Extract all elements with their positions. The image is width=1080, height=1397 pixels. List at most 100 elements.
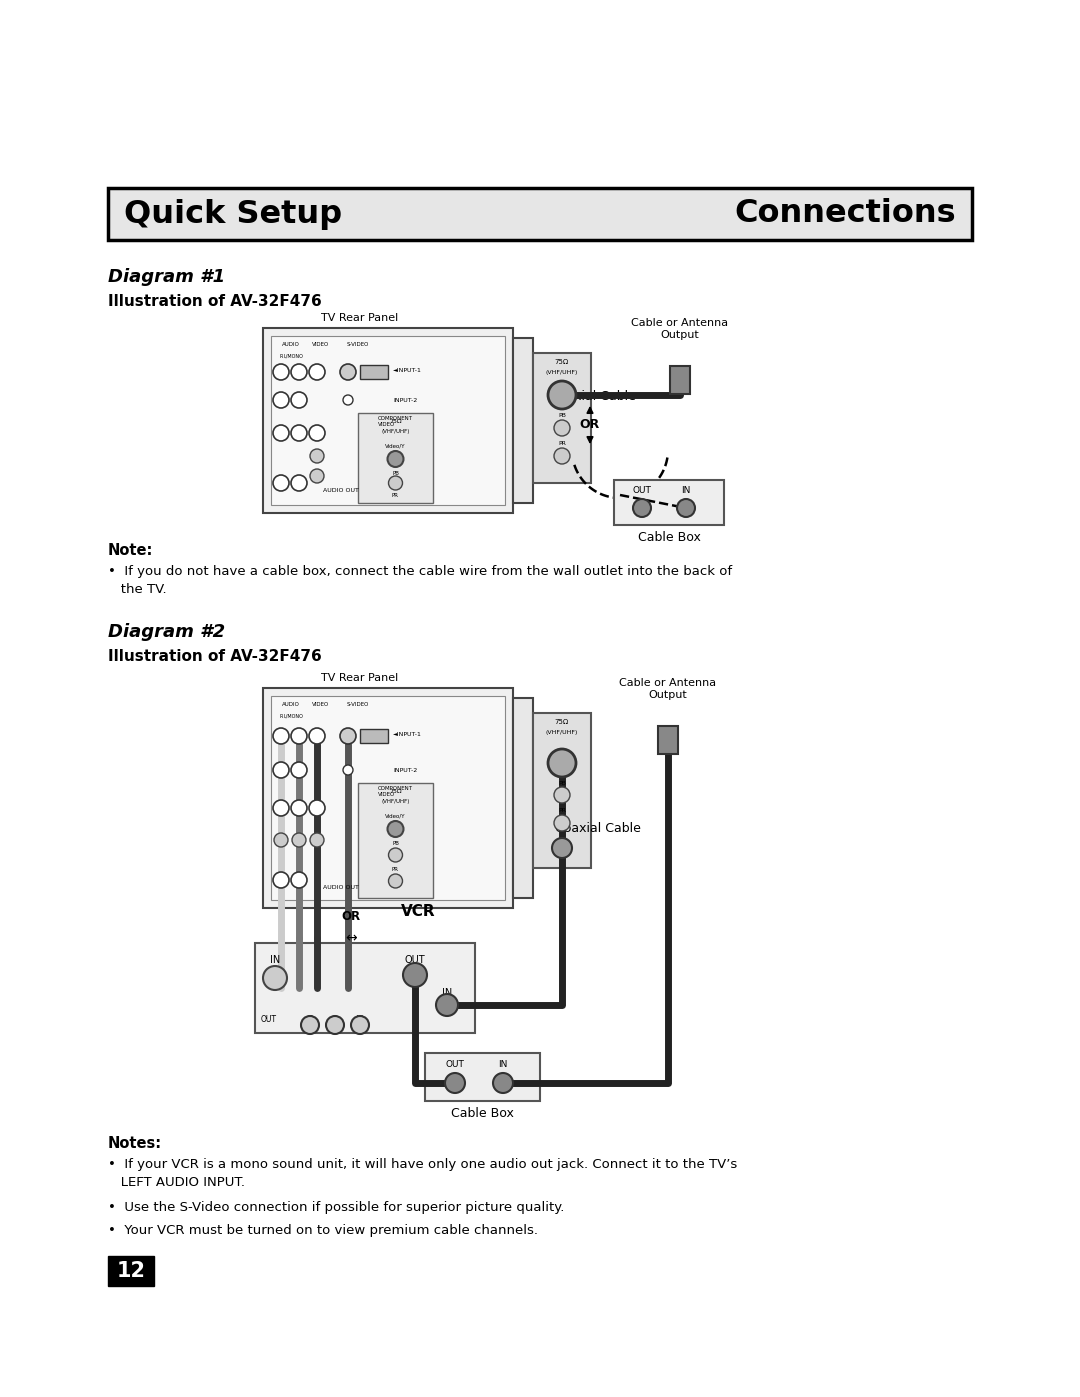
Text: OR: OR: [341, 909, 361, 923]
Circle shape: [291, 393, 307, 408]
Circle shape: [273, 728, 289, 745]
Circle shape: [291, 872, 307, 888]
Text: Illustration of AV-32F476: Illustration of AV-32F476: [108, 650, 322, 664]
Circle shape: [273, 393, 289, 408]
Text: Cable Box: Cable Box: [451, 1106, 514, 1120]
Circle shape: [388, 451, 404, 467]
Circle shape: [273, 872, 289, 888]
Circle shape: [677, 499, 696, 517]
Text: V: V: [357, 1016, 363, 1024]
Circle shape: [389, 476, 403, 490]
Circle shape: [548, 749, 576, 777]
Circle shape: [291, 728, 307, 745]
Text: IN: IN: [442, 988, 453, 997]
Circle shape: [291, 475, 307, 490]
Text: S-VIDEO: S-VIDEO: [347, 342, 369, 346]
Text: COMPONENT
VIDEO: COMPONENT VIDEO: [378, 787, 413, 796]
Circle shape: [309, 728, 325, 745]
Circle shape: [309, 425, 325, 441]
Bar: [658, 726, 678, 754]
Text: Connections: Connections: [734, 198, 956, 229]
Text: R: R: [307, 1016, 313, 1024]
Text: PB: PB: [558, 414, 566, 418]
Circle shape: [552, 838, 572, 858]
Text: OUT: OUT: [261, 1016, 276, 1024]
Text: R: R: [280, 714, 283, 719]
Text: 75Ω: 75Ω: [389, 419, 402, 425]
Circle shape: [340, 365, 356, 380]
Circle shape: [273, 365, 289, 380]
Text: (VHF/UHF): (VHF/UHF): [381, 429, 409, 434]
Bar: [534, 712, 591, 868]
Text: R: R: [280, 353, 283, 359]
Text: VCR: VCR: [401, 904, 435, 919]
Text: VIDEO: VIDEO: [312, 342, 329, 346]
Text: Cable or Antenna
Output: Cable or Antenna Output: [632, 319, 729, 341]
Circle shape: [436, 995, 458, 1016]
Circle shape: [274, 833, 288, 847]
Bar: [670, 366, 690, 394]
Bar: [360, 365, 388, 379]
Text: AUDIO: AUDIO: [282, 342, 300, 346]
Text: L/MONO: L/MONO: [283, 714, 302, 719]
Bar: [108, 189, 972, 240]
Text: S-VIDEO: S-VIDEO: [347, 703, 369, 707]
Circle shape: [343, 766, 353, 775]
Text: OUT: OUT: [405, 956, 426, 965]
Text: PB: PB: [558, 781, 566, 787]
Circle shape: [389, 848, 403, 862]
Text: PB: PB: [392, 471, 399, 476]
Circle shape: [264, 965, 287, 990]
Circle shape: [273, 800, 289, 816]
Text: ↔: ↔: [346, 930, 356, 944]
Circle shape: [492, 1073, 513, 1092]
Bar: [271, 337, 505, 504]
Circle shape: [633, 499, 651, 517]
Text: Coaxial Cable: Coaxial Cable: [555, 821, 640, 834]
Text: OUT: OUT: [633, 486, 651, 495]
Circle shape: [301, 1016, 319, 1034]
Text: L: L: [333, 1016, 337, 1024]
Text: the TV.: the TV.: [108, 583, 166, 597]
Circle shape: [554, 448, 570, 464]
Circle shape: [554, 420, 570, 436]
Circle shape: [554, 814, 570, 831]
Circle shape: [445, 1073, 465, 1092]
Text: VIDEO: VIDEO: [312, 703, 329, 707]
Text: Diagram #1: Diagram #1: [108, 268, 225, 286]
Text: •  Use the S-Video connection if possible for superior picture quality.: • Use the S-Video connection if possible…: [108, 1201, 565, 1214]
Text: PB: PB: [392, 841, 399, 847]
Text: PR: PR: [558, 441, 566, 446]
Circle shape: [343, 395, 353, 405]
Circle shape: [310, 833, 324, 847]
Bar: [357, 414, 433, 503]
Text: Illustration of AV-32F476: Illustration of AV-32F476: [108, 293, 322, 309]
Text: INPUT-2: INPUT-2: [393, 767, 417, 773]
Circle shape: [292, 833, 306, 847]
Text: COMPONENT
VIDEO: COMPONENT VIDEO: [378, 416, 413, 427]
Text: AUDIO OUT: AUDIO OUT: [323, 886, 359, 890]
Text: L/MONO: L/MONO: [283, 353, 302, 359]
Text: PR: PR: [558, 807, 566, 813]
Text: ◄INPUT-1: ◄INPUT-1: [393, 732, 422, 736]
Circle shape: [310, 448, 324, 462]
Circle shape: [554, 787, 570, 803]
Bar: [534, 353, 591, 483]
Circle shape: [351, 1016, 369, 1034]
Circle shape: [403, 963, 427, 988]
Text: OUT: OUT: [446, 1060, 464, 1069]
Text: Notes:: Notes:: [108, 1136, 162, 1151]
Text: Video/Y: Video/Y: [386, 443, 406, 448]
Bar: [357, 782, 433, 898]
Text: Coaxial Cable: Coaxial Cable: [550, 390, 636, 402]
Text: LEFT AUDIO INPUT.: LEFT AUDIO INPUT.: [108, 1176, 245, 1189]
Text: (VHF/UHF): (VHF/UHF): [545, 731, 578, 735]
Bar: [264, 328, 513, 513]
Text: PR: PR: [392, 868, 399, 872]
Bar: [360, 729, 388, 743]
Text: IN: IN: [681, 486, 691, 495]
Circle shape: [310, 469, 324, 483]
Text: Note:: Note:: [108, 543, 153, 557]
Text: 75Ω: 75Ω: [555, 359, 569, 365]
Bar: [255, 943, 475, 1032]
